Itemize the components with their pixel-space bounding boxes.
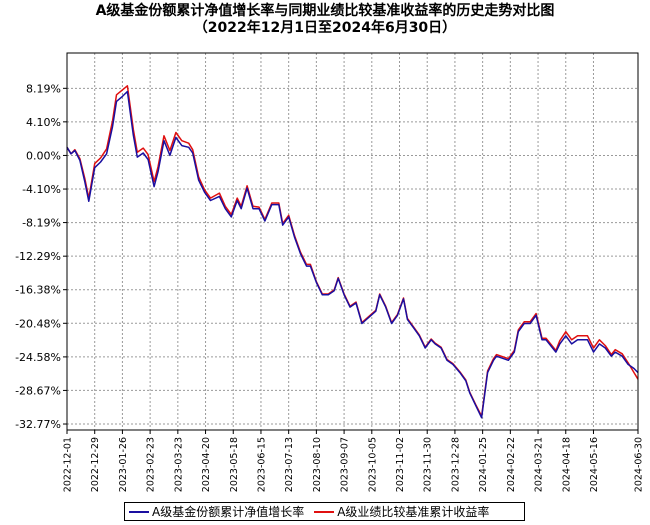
plot-frame [66,52,639,431]
x-tick-label: 2023-04-20 [201,437,212,492]
legend-item-benchmark: A级业绩比较基准累计收益率 [314,503,489,520]
y-tick-label: -8.19% [22,217,61,230]
y-tick-label: -4.10% [22,183,61,196]
legend-swatch-benchmark [314,510,335,513]
x-tick-label: 2023-08-10 [312,437,323,492]
x-tick-label: 2023-11-30 [423,437,434,492]
x-tick-label: 2023-05-18 [229,437,240,492]
legend-item-fund: A级基金份额累计净值增长率 [129,503,304,520]
y-tick-label: 0.00% [26,149,61,162]
x-tick-label: 2023-06-15 [256,437,267,492]
x-tick-label: 2023-10-05 [367,437,378,492]
series-line-benchmark [66,85,639,417]
grid-lines [67,53,638,430]
x-tick-label: 2023-07-13 [284,437,295,492]
chart-title: A级基金份额累计净值增长率与同期业绩比较基准收益率的历史走势对比图 （2022年… [0,3,650,37]
series-line-fund [66,90,639,419]
y-tick-label: -28.67% [15,384,61,397]
x-tick-label: 2024-02-22 [506,437,517,492]
chart-subtitle: （2022年12月1日至2024年6月30日） [193,20,457,36]
x-tick-label: 2024-06-30 [634,437,645,492]
x-tick-label: 2023-02-23 [146,437,157,492]
legend: A级基金份额累计净值增长率 A级业绩比较基准累计收益率 [124,502,525,521]
y-tick-label: 8.19% [26,82,61,95]
x-tick-label: 2023-09-07 [340,437,351,492]
x-tick-label: 2022-12-01 [63,437,74,492]
chart-title-line: A级基金份额累计净值增长率与同期业绩比较基准收益率的历史走势对比图 [95,3,555,19]
x-tick-label: 2024-04-18 [561,437,572,492]
y-tick-label: -32.77% [15,418,61,431]
x-tick-label: 2024-05-16 [589,437,600,492]
x-tick-label: 2023-12-28 [450,437,461,492]
x-tick-label: 2023-11-02 [395,437,406,492]
x-tick-label: 2023-01-26 [118,437,129,492]
y-tick-label: -24.58% [15,351,61,364]
x-tick-label: 2023-03-23 [173,437,184,492]
y-tick-label: 4.10% [26,116,61,129]
legend-swatch-fund [129,510,149,513]
legend-label-fund: A级基金份额累计净值增长率 [152,505,305,519]
y-axis: 8.19% 4.10% 0.00% -4.10% -8.19% -12.29% -16.38… [15,82,67,431]
y-tick-label: -12.29% [15,250,61,263]
x-tick-label: 2024-03-21 [534,437,545,492]
legend-label-benchmark: A级业绩比较基准累计收益率 [337,505,490,519]
x-tick-label: 2022-12-29 [90,437,101,492]
x-axis: 2022-12-01 2022-12-29 2023-01-26 2023-02-23… [63,430,645,492]
y-tick-label: -16.38% [15,284,61,297]
series-group [66,85,639,419]
x-tick-label: 2024-01-25 [478,437,489,492]
y-tick-label: -20.48% [15,317,61,330]
